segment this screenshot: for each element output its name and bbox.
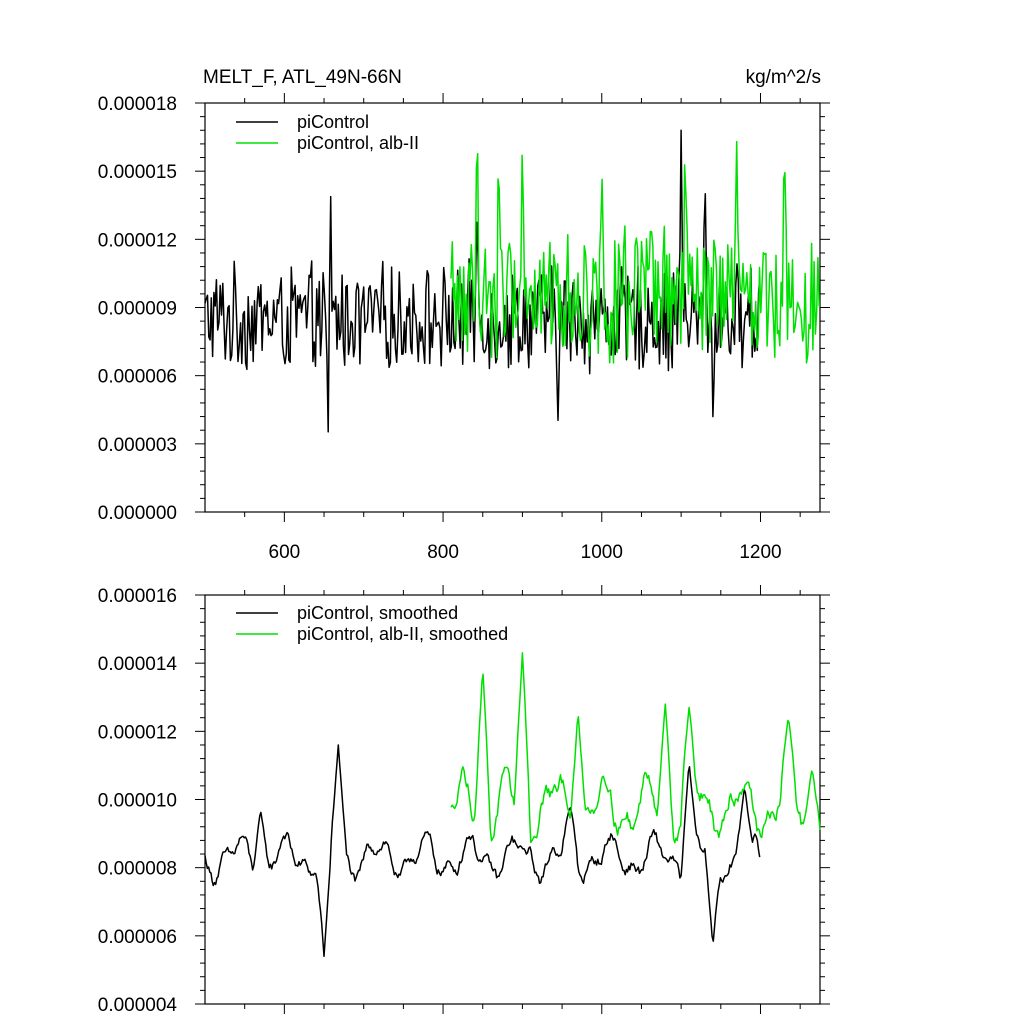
y-tick-label: 0.000010	[98, 791, 177, 812]
bottom-panel: 0.000004 0.000006 0.000008 0.000010 0.000012…	[98, 585, 830, 1016]
units-label: kg/m^2/s	[746, 67, 821, 88]
series-lines	[204, 129, 820, 433]
y-tick-label: 0.000008	[98, 859, 177, 880]
y-tick-label: 0.000015	[98, 162, 177, 183]
chart-title: MELT_F, ATL_49N-66N	[203, 67, 402, 88]
y-tick-label: 0.000004	[98, 995, 178, 1016]
y-tick-label: 0.000018	[98, 94, 177, 115]
x-tick-label: 1000	[581, 542, 623, 563]
x-tick-label: 800	[427, 542, 459, 563]
y-tick-label: 0.000003	[98, 435, 177, 456]
series-line-picontrol-alb-ii	[450, 140, 820, 364]
x-tick-label: 1200	[739, 542, 781, 563]
x-tick-label: 600	[269, 542, 301, 563]
y-tick-label: 0.000006	[98, 927, 177, 948]
series-lines	[204, 652, 821, 958]
legend-label-picontrol: piControl	[297, 112, 369, 132]
y-tick-label: 0.000016	[98, 586, 177, 607]
y-tick-label: 0.000012	[98, 722, 177, 743]
legend-label-alb-ii-smoothed: piControl, alb-II, smoothed	[297, 624, 508, 644]
series-line-picontrol-smoothed	[204, 744, 761, 958]
plot-frame	[204, 594, 821, 1005]
axis-ticks: 0.000000 0.000003 0.000006 0.000009 0.000012…	[98, 93, 830, 563]
legend-label-alb-ii: piControl, alb-II	[297, 133, 419, 153]
legend-label-picontrol-smoothed: piControl, smoothed	[297, 603, 458, 623]
y-tick-label: 0.000012	[98, 230, 177, 251]
top-panel: MELT_F, ATL_49N-66N kg/m^2/s 0.0000000.0…	[98, 67, 830, 563]
axis-ticks: 0.000004 0.000006 0.000008 0.000010 0.000012…	[98, 585, 830, 1016]
legend: piControl piControl, alb-II	[236, 112, 419, 153]
y-tick-label: 0.000000	[98, 503, 177, 524]
y-tick-label: 0.000009	[98, 299, 177, 320]
series-line-picontrol-alb-ii-smoothed	[450, 652, 821, 844]
y-tick-label: 0.000014	[98, 654, 178, 675]
legend: piControl, smoothed piControl, alb-II, s…	[236, 603, 508, 644]
y-tick-label: 0.000006	[98, 367, 177, 388]
